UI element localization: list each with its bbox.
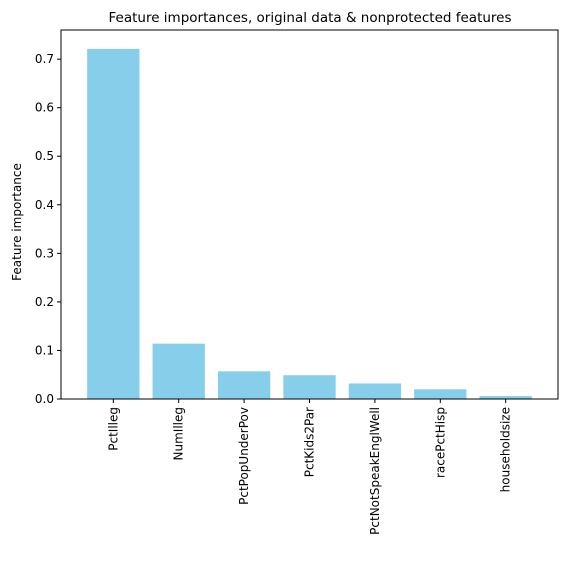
x-tick-label: PctPopUnderPov [237,407,251,505]
y-tick-label: 0.6 [35,101,54,115]
plot-area-frame [60,29,559,400]
x-axis-ticks: PctIlleg NumIlleg PctPopUnderPov PctKids2Pa… [106,399,513,535]
bar-PctNotSpeakEnglWell [348,383,402,399]
y-tick-label: 0.3 [35,246,54,260]
bar-PctKids2Par [283,375,336,399]
y-axis-label: Feature importance [10,163,24,281]
bar-NumIlleg [152,343,205,399]
y-axis-ticks: 0.0 0.1 0.2 0.3 0.4 0.5 0.6 0.7 [35,52,61,406]
y-tick-label: 0.1 [35,343,54,357]
x-tick-label: NumIlleg [172,407,186,460]
bar-householdsize [479,396,532,399]
x-tick-label: racePctHisp [433,407,447,478]
chart-title: Feature importances, original data & non… [108,10,511,26]
bars-group [87,48,532,400]
y-tick-label: 0.7 [35,52,54,66]
bar-racePctHisp [414,389,467,399]
x-tick-label: PctIlleg [106,407,120,451]
y-tick-label: 0.0 [35,392,54,406]
x-tick-label: householdsize [499,407,513,492]
y-tick-label: 0.4 [35,198,54,212]
x-tick-label: PctKids2Par [303,407,317,477]
bar-PctPopUnderPov [217,371,271,399]
x-tick-label: PctNotSpeakEnglWell [368,407,382,535]
y-tick-label: 0.5 [35,149,54,163]
y-tick-label: 0.2 [35,295,54,309]
bar-PctIlleg [87,48,140,400]
